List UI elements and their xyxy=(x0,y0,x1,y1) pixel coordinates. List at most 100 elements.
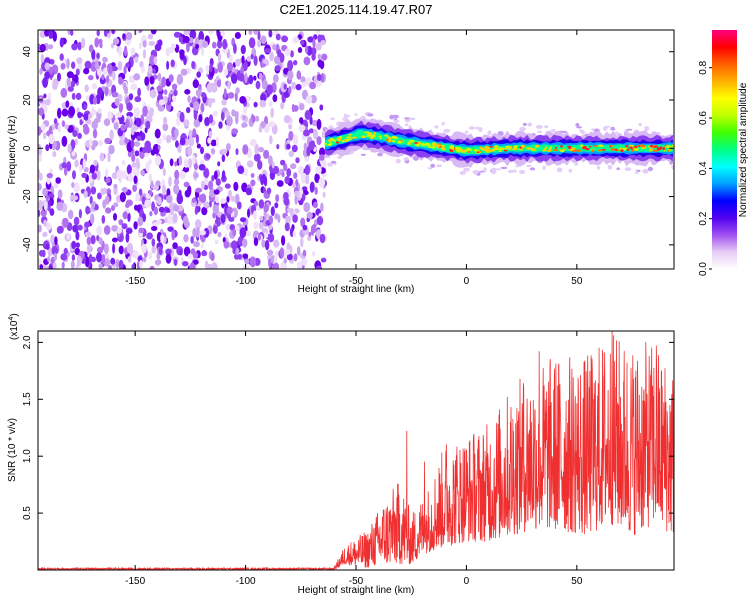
noise-cell xyxy=(306,211,313,219)
noise-cell xyxy=(260,121,266,128)
noise-cell xyxy=(166,60,170,70)
signal-core-cell xyxy=(449,149,454,153)
noise-cell xyxy=(153,206,159,216)
noise-cell xyxy=(133,73,141,81)
noise-cell xyxy=(132,250,139,259)
spectrogram-x-label: Height of straight line (km) xyxy=(298,284,415,295)
noise-cell xyxy=(166,188,171,197)
noise-cell xyxy=(286,253,293,261)
noise-cell xyxy=(101,215,106,224)
noise-cell xyxy=(130,127,135,136)
noise-cell xyxy=(283,163,288,172)
noise-cell xyxy=(223,68,229,76)
noise-cell xyxy=(183,56,187,66)
noise-cell xyxy=(168,92,172,102)
noise-cell xyxy=(320,257,327,263)
noise-cell xyxy=(156,85,163,92)
snr-x-axis: -150 -100 -50 0 50 xyxy=(125,331,583,587)
signal-core-cell xyxy=(366,131,370,134)
noise-cell xyxy=(257,30,261,42)
noise-cell xyxy=(125,118,130,128)
noise-cell xyxy=(89,164,96,174)
noise-cell xyxy=(68,106,76,117)
noise-cell xyxy=(312,129,318,140)
noise-cell xyxy=(179,51,185,60)
noise-cell xyxy=(60,253,68,261)
noise-cell xyxy=(135,192,140,202)
y-tick-label: -20 xyxy=(22,189,33,204)
noise-cell xyxy=(83,113,89,121)
noise-cell xyxy=(214,239,219,245)
noise-cell xyxy=(49,208,55,216)
signal-core-cell xyxy=(671,144,674,148)
noise-cell xyxy=(71,61,76,69)
noise-cell xyxy=(227,190,232,198)
signal-core-cell xyxy=(662,147,665,151)
noise-cell xyxy=(292,134,299,146)
noise-cell xyxy=(182,261,189,267)
noise-cell xyxy=(184,89,191,95)
signal-halo-cell xyxy=(644,126,650,131)
noise-cell xyxy=(71,240,77,250)
noise-cell xyxy=(97,246,104,254)
noise-cell xyxy=(291,81,297,90)
noise-cell xyxy=(316,30,320,35)
noise-cell xyxy=(125,32,133,40)
noise-cell xyxy=(176,73,184,85)
noise-cell xyxy=(38,98,44,104)
noise-cell xyxy=(303,129,310,137)
noise-cell xyxy=(46,172,54,179)
noise-cell xyxy=(142,256,147,263)
noise-cell xyxy=(103,118,111,127)
noise-cell xyxy=(92,128,98,139)
noise-cell xyxy=(151,246,157,254)
noise-cell xyxy=(207,30,215,34)
noise-cell xyxy=(100,188,105,196)
noise-cell xyxy=(257,233,261,241)
signal-core-cell xyxy=(327,139,333,142)
noise-cell xyxy=(103,225,111,235)
noise-cell xyxy=(39,67,43,75)
noise-cell xyxy=(268,155,273,166)
signal-core-cell xyxy=(373,132,376,135)
noise-cell xyxy=(57,72,61,82)
noise-cell xyxy=(39,43,46,53)
noise-cell xyxy=(216,80,221,87)
noise-cell xyxy=(215,196,220,204)
noise-cell xyxy=(308,140,315,151)
noise-cell xyxy=(224,183,231,189)
noise-cell xyxy=(59,37,64,48)
noise-cell xyxy=(269,135,273,145)
noise-cell xyxy=(220,30,225,37)
noise-cell xyxy=(298,165,304,175)
noise-cell xyxy=(156,138,163,145)
signal-core-cell xyxy=(526,147,531,150)
noise-cell xyxy=(47,256,51,263)
noise-cell xyxy=(212,225,218,234)
signal-core-cell xyxy=(568,146,571,150)
noise-cell xyxy=(132,184,138,192)
spectrogram-y-axis: -40 -20 0 20 40 xyxy=(22,46,674,252)
signal-halo-cell xyxy=(434,125,439,129)
noise-cell xyxy=(173,258,178,266)
noise-cell xyxy=(83,67,90,75)
noise-cell xyxy=(203,168,210,178)
noise-cell xyxy=(161,76,167,88)
noise-cell xyxy=(52,151,57,158)
noise-cell xyxy=(71,254,76,261)
noise-cell xyxy=(195,89,202,97)
noise-cell xyxy=(121,170,127,179)
noise-cell xyxy=(283,83,287,90)
noise-cell xyxy=(315,42,322,51)
noise-cell xyxy=(179,170,186,180)
noise-cell xyxy=(183,181,190,188)
signal-core-cell xyxy=(633,147,639,151)
noise-cell xyxy=(43,201,48,211)
noise-cell xyxy=(146,232,154,240)
noise-cell xyxy=(112,71,116,81)
y-tick-label: 1.0 xyxy=(22,449,33,463)
noise-cell xyxy=(261,239,266,248)
noise-cell xyxy=(310,224,315,236)
noise-cell xyxy=(234,32,241,39)
noise-cell xyxy=(102,56,108,63)
